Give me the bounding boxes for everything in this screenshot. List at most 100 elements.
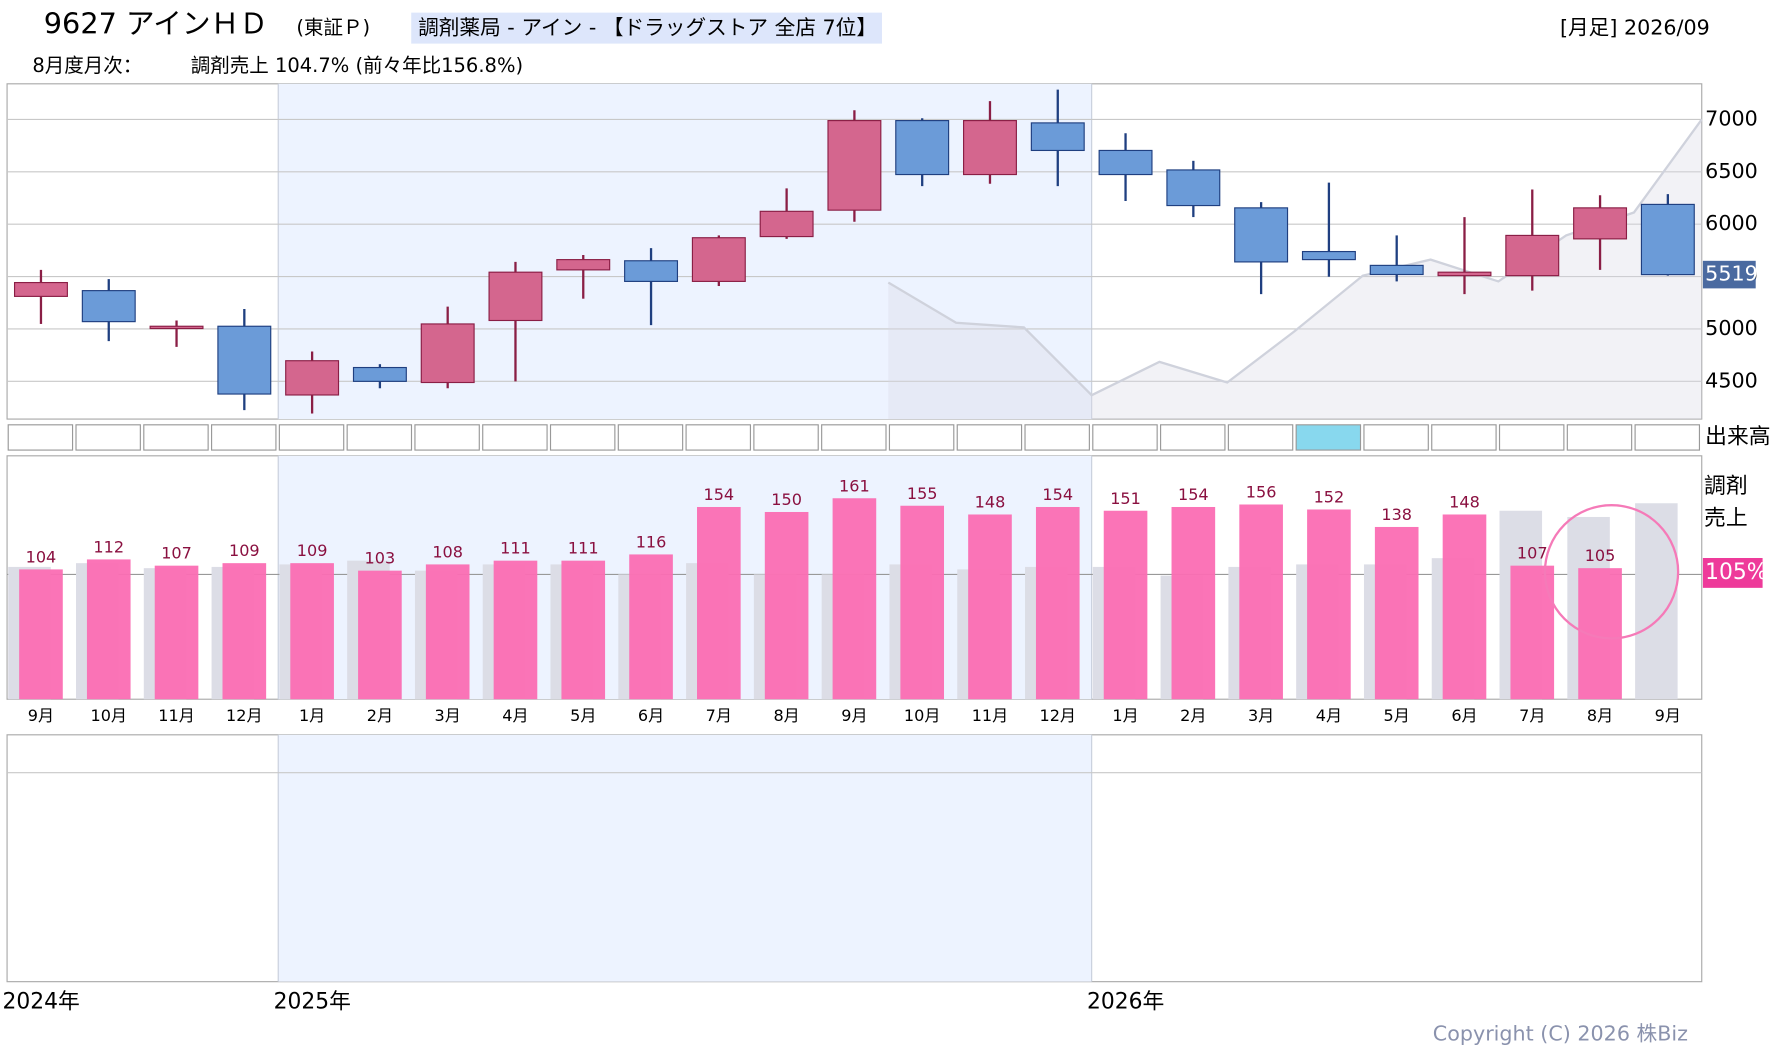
candle-body: [1369, 264, 1424, 276]
sales-bar: [493, 560, 538, 700]
sales-value-label: 150: [771, 490, 802, 509]
volume-box: [1024, 424, 1090, 451]
sales-bar: [1103, 510, 1148, 700]
price-panel-shade: [278, 83, 1092, 420]
candle-body: [1234, 207, 1289, 263]
candle-body: [1301, 250, 1356, 261]
x-tick-label: 11月: [158, 706, 195, 725]
x-tick-label: 10月: [90, 706, 127, 725]
x-tick-label: 7月: [706, 706, 732, 725]
sales-value-label: 116: [636, 532, 667, 551]
sales-value-label: 148: [975, 493, 1006, 512]
sales-value-label: 105: [1585, 546, 1616, 565]
x-tick-label: 4月: [502, 706, 528, 725]
volume-box: [1363, 424, 1429, 451]
year-label: 2025年: [274, 989, 351, 1014]
sales-bar: [19, 569, 63, 700]
candle-body: [1437, 271, 1492, 277]
period: [月足] 2026/09: [1560, 16, 1710, 40]
sales-bar: [1442, 514, 1487, 700]
volume-box: [75, 424, 141, 451]
y-tick-label: 6500: [1705, 159, 1758, 183]
sales-bar: [154, 565, 199, 700]
x-tick-label: 4月: [1316, 706, 1342, 725]
volume-box: [1566, 424, 1633, 451]
x-tick-label: 5月: [1384, 706, 1410, 725]
volume-box: [888, 424, 955, 451]
sales-bar: [697, 506, 741, 700]
candle-body: [488, 271, 543, 322]
volume-box: [956, 424, 1023, 451]
volume-box: [1092, 424, 1158, 451]
volume-box: [1227, 424, 1294, 451]
volume-box: [1634, 424, 1701, 451]
sales-value-label: 154: [1178, 485, 1209, 504]
code-name: 9627 アインＨＤ: [44, 6, 268, 40]
sales-value-label: 154: [1042, 485, 1073, 504]
sector: 調剤薬局 - アイン - 【ドラッグストア 全店 7位】: [418, 16, 877, 40]
volume-box: [211, 424, 277, 451]
volume-box: [143, 424, 209, 451]
sales-value-label: 109: [297, 541, 328, 560]
candle-body: [1098, 149, 1153, 176]
sales-title: 調剤: [1704, 474, 1748, 499]
sales-bar: [1307, 509, 1351, 700]
volume-box: [482, 424, 548, 451]
volume-box: [685, 424, 752, 451]
x-tick-label: 11月: [972, 706, 1009, 725]
last-price-bg: [1702, 260, 1756, 289]
sales-value-label: 155: [907, 484, 938, 503]
sales-value-label: 156: [1246, 483, 1277, 502]
sales-bar: [832, 498, 877, 700]
y-tick-label: 4500: [1705, 368, 1758, 392]
x-tick-label: 12月: [1040, 706, 1077, 725]
year-label: 2026年: [1087, 989, 1164, 1014]
x-tick-label: 10月: [904, 706, 941, 725]
x-tick-label: 3月: [1248, 706, 1274, 725]
last-price: 5519: [1705, 262, 1758, 286]
sales-panel-shade: [278, 455, 1092, 700]
candle-body: [691, 237, 746, 282]
shadow-line: [887, 118, 1703, 397]
volume-box: [617, 424, 684, 451]
volume-box: [1160, 424, 1226, 451]
sales-value-label: 103: [365, 549, 396, 568]
sales-value-label: 107: [1517, 544, 1548, 563]
volume-box: [346, 424, 413, 451]
candle-body: [217, 325, 272, 395]
sales-title: 売上: [1704, 506, 1748, 531]
sales-value-label: 154: [703, 485, 734, 504]
x-tick-label: 7月: [1519, 706, 1545, 725]
volume-box: [1431, 424, 1497, 451]
candle-body: [1030, 122, 1085, 152]
sales-value-label: 152: [1314, 488, 1345, 507]
volume-box: [7, 424, 74, 451]
x-tick-label: 3月: [435, 706, 461, 725]
year-label: 2024年: [2, 989, 79, 1014]
sales-bar: [629, 554, 673, 700]
sector-bg: [411, 12, 882, 44]
copyright: Copyright (C) 2026 株Biz: [1433, 1021, 1688, 1045]
volume-box: [1498, 424, 1565, 451]
sales-value-label: 112: [93, 537, 124, 556]
monthly-label: 8月度月次：: [32, 54, 142, 77]
sales-value-label: 111: [500, 539, 531, 558]
sales-value-label: 107: [161, 544, 192, 563]
sales-bar: [425, 564, 470, 700]
sales-bar: [1171, 506, 1216, 700]
candle-body: [352, 366, 407, 382]
highlight-circle: [1543, 504, 1680, 640]
candle-body: [420, 323, 475, 384]
sales-value-label: 109: [229, 541, 260, 560]
candle-body: [895, 120, 950, 176]
sales-bar: [1374, 526, 1419, 700]
candle-body: [13, 281, 68, 297]
candle-body: [149, 325, 204, 330]
current-label: 105%: [1705, 560, 1767, 585]
candle-body: [827, 120, 882, 211]
sales-bar: [1239, 504, 1283, 700]
sales-value-label: 148: [1449, 493, 1480, 512]
sales-value-label: 151: [1110, 489, 1141, 508]
sales-value-label: 138: [1381, 505, 1412, 524]
